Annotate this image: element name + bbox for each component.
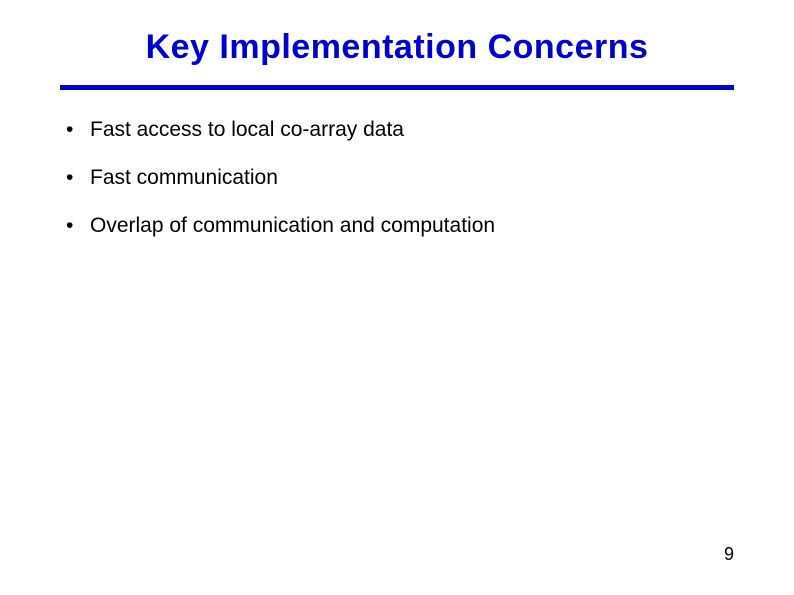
bullet-text: Fast access to local co-array data (90, 118, 734, 142)
list-item: • Fast access to local co-array data (60, 118, 734, 142)
slide-title: Key Implementation Concerns (60, 28, 734, 67)
title-divider (60, 85, 734, 90)
bullet-marker-icon: • (60, 166, 90, 190)
list-item: • Overlap of communication and computati… (60, 214, 734, 238)
bullet-list: • Fast access to local co-array data • F… (60, 118, 734, 238)
list-item: • Fast communication (60, 166, 734, 190)
bullet-text: Overlap of communication and computation (90, 214, 734, 238)
slide-container: Key Implementation Concerns • Fast acces… (0, 0, 794, 595)
bullet-marker-icon: • (60, 118, 90, 142)
bullet-text: Fast communication (90, 166, 734, 190)
page-number: 9 (724, 544, 734, 565)
bullet-marker-icon: • (60, 214, 90, 238)
